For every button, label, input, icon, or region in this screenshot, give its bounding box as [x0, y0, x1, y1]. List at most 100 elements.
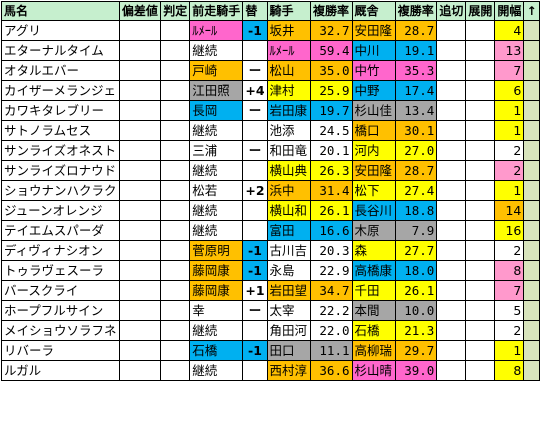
header-dev[interactable]: 展開 — [465, 1, 496, 21]
chase-cell — [436, 200, 467, 221]
stable-rate-cell: 28.7 — [394, 160, 438, 181]
deviation-cell — [118, 220, 162, 241]
gate-cell: 6 — [494, 80, 525, 101]
swap-cell: ー — [242, 300, 268, 321]
deviation-cell — [118, 200, 162, 221]
table-row[interactable]: ジューンオレンジ 継続 横山和 26.1 長谷川 18.8 14 — [1, 200, 540, 221]
judge-cell — [160, 260, 191, 281]
table-row[interactable]: ディヴィナシオン 菅原明 -1 古川吉 20.3 森 27.7 2 — [1, 240, 540, 261]
extra-cell — [523, 80, 540, 101]
header-prev-jockey[interactable]: 前走騎手 — [189, 1, 244, 21]
table-row[interactable]: カイザーメランジェ 江田照 +4 津村 25.9 中野 17.4 6 — [1, 80, 540, 101]
horse-name-cell: ショウナンハクラク — [1, 180, 120, 201]
extra-cell — [523, 140, 540, 161]
stable-rate-cell: 27.0 — [394, 140, 438, 161]
stable-rate-cell: 17.4 — [394, 80, 438, 101]
stable-rate-cell: 21.3 — [394, 320, 438, 341]
judge-cell — [160, 120, 191, 141]
stable-cell: 木原 — [351, 220, 396, 241]
dev-cell — [465, 320, 496, 341]
stable-rate-cell: 18.8 — [394, 200, 438, 221]
header-swap[interactable]: 替 — [242, 1, 268, 21]
jockey-rate-cell: 24.5 — [309, 120, 353, 141]
judge-cell — [160, 280, 191, 301]
gate-cell: 5 — [494, 300, 525, 321]
stable-rate-cell: 7.9 — [394, 220, 438, 241]
chase-cell — [436, 20, 467, 41]
table-row[interactable]: サンライズロナウド 継続 横山典 26.3 安田隆 28.7 2 — [1, 160, 540, 181]
stable-cell: 杉山佳 — [351, 100, 396, 121]
gate-cell: 2 — [494, 160, 525, 181]
judge-cell — [160, 140, 191, 161]
deviation-cell — [118, 20, 162, 41]
horse-name-cell: カイザーメランジェ — [1, 80, 120, 101]
header-judge[interactable]: 判定 — [160, 1, 191, 21]
gate-cell: 4 — [494, 20, 525, 41]
dev-cell — [465, 240, 496, 261]
header-jockey-rate[interactable]: 複勝率 — [309, 1, 353, 21]
header-gate[interactable]: 開幅 — [494, 1, 525, 21]
table-row[interactable]: オタルエバー 戸崎ー松山 35.0 中竹 35.3 7 — [1, 60, 540, 81]
dev-cell — [465, 20, 496, 41]
sort-arrow-icon[interactable]: ↑ — [523, 1, 540, 21]
jockey-cell: 富田 — [266, 220, 311, 241]
jockey-cell: 坂井 — [266, 20, 311, 41]
race-data-table: 馬名 偏差値 判定 前走騎手 替 騎手 複勝率 厩舎 複勝率 追切 展開 開幅 … — [1, 1, 540, 381]
judge-cell — [160, 360, 191, 381]
jockey-rate-cell: 25.9 — [309, 80, 353, 101]
stable-rate-cell: 19.1 — [394, 40, 438, 61]
jockey-rate-cell: 26.3 — [309, 160, 353, 181]
table-row[interactable]: カワキタレブリー 長岡ー岩田康 19.7 杉山佳 13.4 1 — [1, 100, 540, 121]
swap-cell: -1 — [242, 260, 268, 281]
swap-cell — [242, 320, 268, 341]
deviation-cell — [118, 340, 162, 361]
jockey-cell: 岩田望 — [266, 280, 311, 301]
stable-cell: 中竹 — [351, 60, 396, 81]
table-row[interactable]: エターナルタイム 継続 ﾙﾒｰﾙ 59.4 中川 19.1 13 — [1, 40, 540, 61]
chase-cell — [436, 100, 467, 121]
table-row[interactable]: ホープフルサイン 幸ー太宰 22.2 本間 10.0 5 — [1, 300, 540, 321]
header-chase[interactable]: 追切 — [436, 1, 467, 21]
table-row[interactable]: テイエムスパーダ 継続 富田 16.6 木原 7.9 16 — [1, 220, 540, 241]
prev-jockey-cell: 継続 — [189, 160, 244, 181]
table-row[interactable]: サトノラムセス 継続 池添 24.5 橋口 30.1 1 — [1, 120, 540, 141]
table-row[interactable]: サンライズオネスト 三浦ー和田竜 20.1 河内 27.0 2 — [1, 140, 540, 161]
dev-cell — [465, 120, 496, 141]
table-row[interactable]: トゥラヴェスーラ 藤岡康 -1 永島 22.9 高橋康 18.0 8 — [1, 260, 540, 281]
stable-rate-cell: 29.7 — [394, 340, 438, 361]
stable-rate-cell: 28.7 — [394, 20, 438, 41]
header-jockey[interactable]: 騎手 — [266, 1, 311, 21]
swap-cell — [242, 360, 268, 381]
judge-cell — [160, 60, 191, 81]
header-horse[interactable]: 馬名 — [1, 1, 120, 21]
table-row[interactable]: ショウナンハクラク 松若 +2 浜中 31.4 松下 27.4 1 — [1, 180, 540, 201]
deviation-cell — [118, 360, 162, 381]
stable-cell: 松下 — [351, 180, 396, 201]
deviation-cell — [118, 260, 162, 281]
jockey-cell: 横山和 — [266, 200, 311, 221]
swap-cell — [242, 40, 268, 61]
table-row[interactable]: バースクライ 藤岡康 +1 岩田望 34.7 千田 26.1 7 — [1, 280, 540, 301]
table-row[interactable]: メイショウソラフネ 継続 角田河 22.0 石橋 21.3 2 — [1, 320, 540, 341]
jockey-rate-cell: 59.4 — [309, 40, 353, 61]
header-stable[interactable]: 厩舎 — [351, 1, 396, 21]
jockey-cell: 田口 — [266, 340, 311, 361]
judge-cell — [160, 320, 191, 341]
stable-rate-cell: 13.4 — [394, 100, 438, 121]
extra-cell — [523, 280, 540, 301]
prev-jockey-cell: 継続 — [189, 40, 244, 61]
deviation-cell — [118, 140, 162, 161]
header-deviation[interactable]: 偏差値 — [118, 1, 162, 21]
gate-cell: 16 — [494, 220, 525, 241]
prev-jockey-cell: 江田照 — [189, 80, 244, 101]
table-row[interactable]: リバーラ 石橋 -1 田口 11.1 高柳瑞 29.7 1 — [1, 340, 540, 361]
header-stable-rate[interactable]: 複勝率 — [394, 1, 438, 21]
table-row[interactable]: ルガル 継続 西村淳 36.6 杉山晴 39.0 8 — [1, 360, 540, 381]
dev-cell — [465, 100, 496, 121]
stable-cell: 高柳瑞 — [351, 340, 396, 361]
extra-cell — [523, 360, 540, 381]
stable-rate-cell: 10.0 — [394, 300, 438, 321]
chase-cell — [436, 120, 467, 141]
table-row[interactable]: アグリ ﾙﾒｰﾙ -1 坂井 32.7 安田隆 28.7 4 — [1, 20, 540, 41]
swap-cell — [242, 200, 268, 221]
